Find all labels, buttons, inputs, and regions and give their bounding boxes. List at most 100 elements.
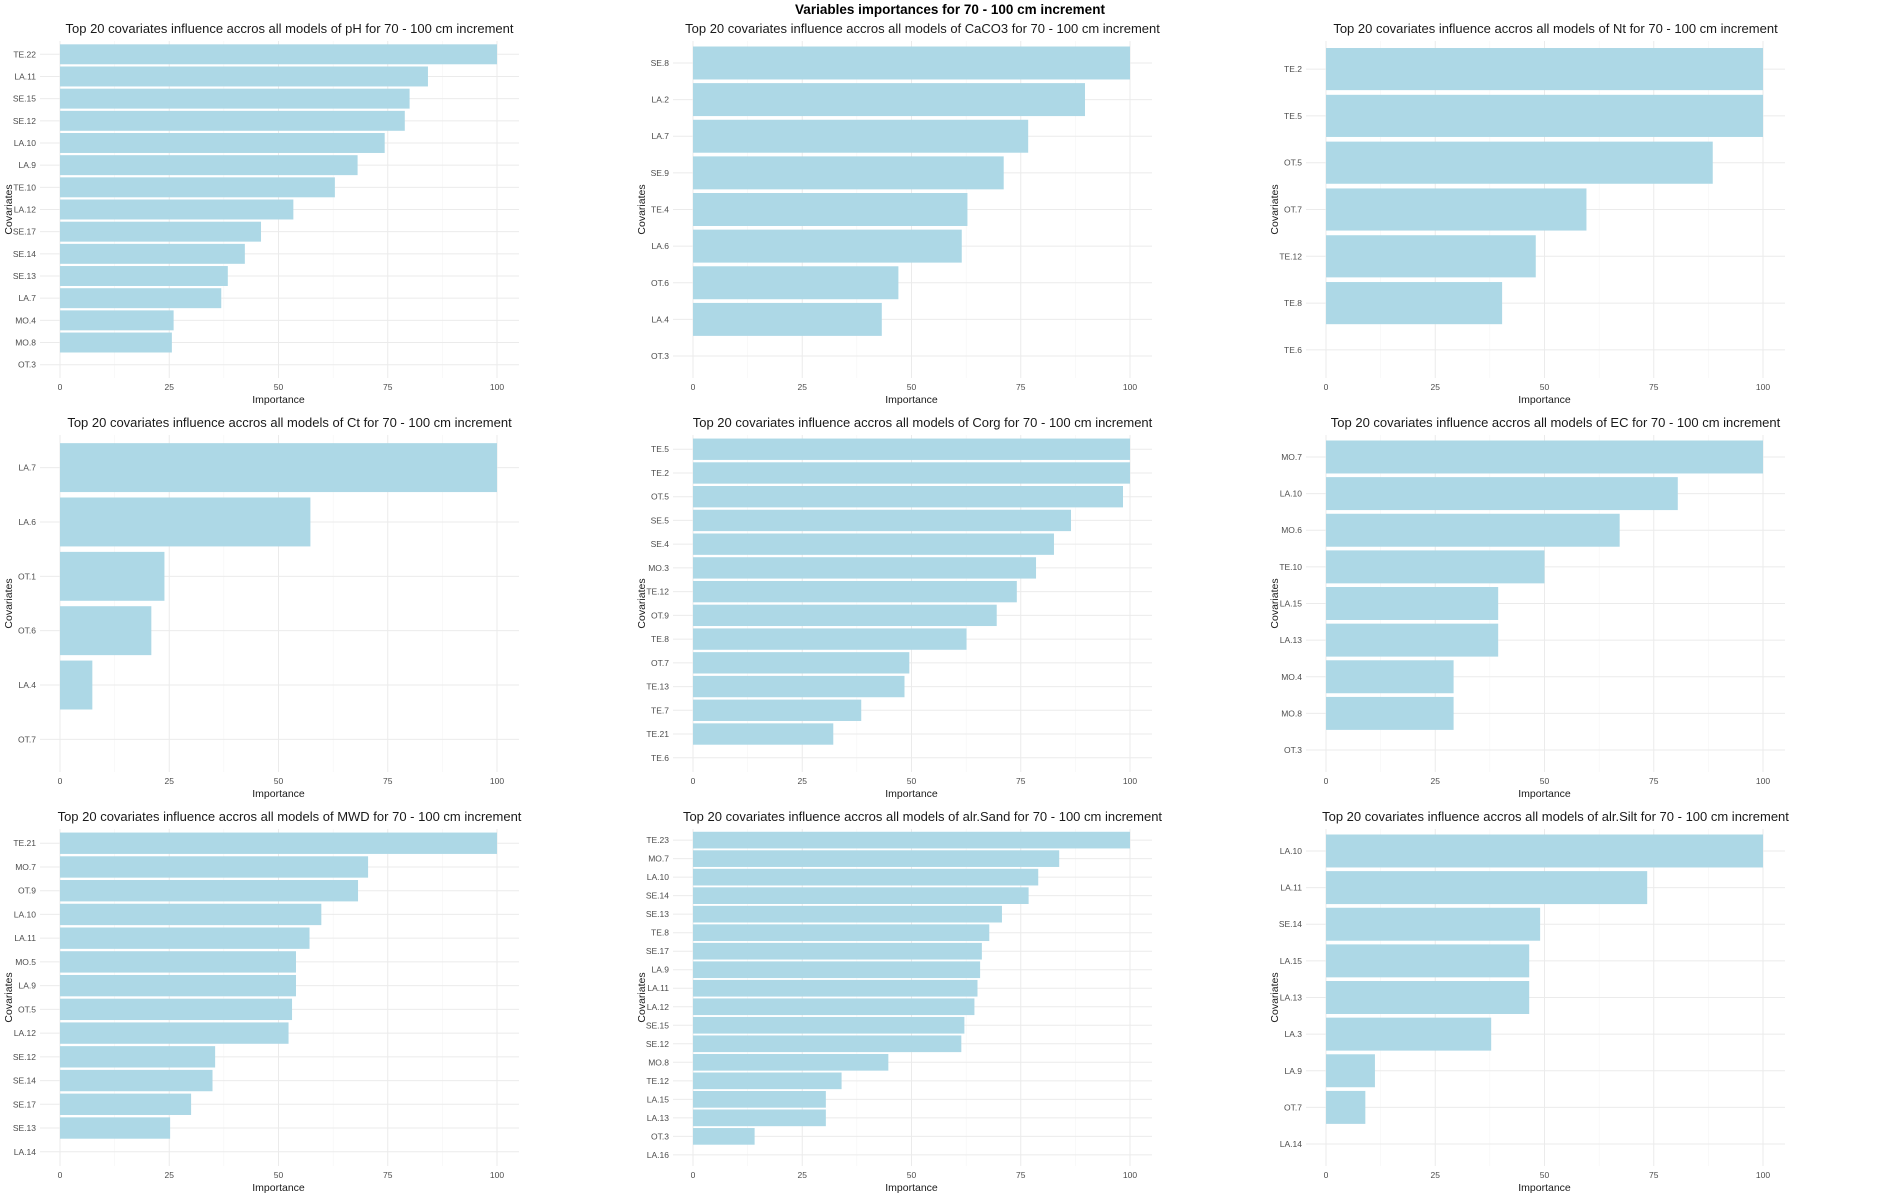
bar-SE.14 <box>1326 907 1541 941</box>
y-tick-label: LA.7 <box>19 463 37 473</box>
y-tick-label: OT.1 <box>18 571 36 581</box>
x-tick-label: 0 <box>1324 776 1329 786</box>
y-tick-label: MO.7 <box>1281 452 1302 462</box>
x-tick-label: 0 <box>1324 1170 1329 1180</box>
x-tick-label: 0 <box>58 382 63 392</box>
bar-LA.2 <box>693 83 1085 117</box>
bar-LA.11 <box>60 66 428 87</box>
y-tick-label: LA.11 <box>647 983 669 993</box>
x-axis-label: Importance <box>252 1182 305 1194</box>
x-tick-label: 75 <box>1649 1170 1659 1180</box>
panel-title: Top 20 covariates influence accros all m… <box>683 809 1162 824</box>
y-tick-label: TE.12 <box>646 1076 669 1086</box>
y-tick-label: LA.10 <box>1280 489 1302 499</box>
y-tick-label: LA.10 <box>14 138 36 148</box>
panel-title: Top 20 covariates influence accros all m… <box>1333 21 1778 36</box>
panel-title: Top 20 covariates influence accros all m… <box>58 809 522 824</box>
y-tick-label: TE.4 <box>651 205 669 215</box>
y-tick-label: TE.10 <box>13 182 36 192</box>
y-axis-label: Covariates <box>636 972 648 1022</box>
y-tick-label: SE.13 <box>13 1123 36 1133</box>
y-tick-label: OT.9 <box>651 610 669 620</box>
y-tick-label: OT.5 <box>1284 158 1302 168</box>
bar-SE.12 <box>693 1035 962 1053</box>
x-tick-label: 0 <box>691 382 696 392</box>
y-tick-label: TE.7 <box>651 705 669 715</box>
y-tick-label: LA.12 <box>14 1028 36 1038</box>
y-tick-label: OT.3 <box>1284 745 1302 755</box>
y-tick-label: TE.2 <box>651 468 669 478</box>
bar-SE.14 <box>693 887 1029 904</box>
bar-MO.8 <box>1326 696 1454 730</box>
panel-5: 0 25 50 75 100 TE.5 TE.2 OT.5 SE.5 SE.4 MO.3 TE.12 O… <box>636 415 1153 800</box>
y-tick-label: OT.5 <box>18 1004 36 1014</box>
bar-LA.11 <box>693 979 978 997</box>
bar-LA.7 <box>693 119 1029 153</box>
y-tick-label: TE.21 <box>13 838 36 848</box>
y-tick-label: LA.13 <box>1280 635 1302 645</box>
y-tick-label: LA.9 <box>19 981 37 991</box>
bar-SE.15 <box>693 1016 965 1034</box>
bar-MO.3 <box>693 557 1037 579</box>
y-axis-label: Covariates <box>1269 972 1281 1022</box>
bar-OT.7 <box>693 652 910 674</box>
x-axis-label: Importance <box>885 394 938 406</box>
bar-TE.12 <box>693 580 1017 603</box>
bar-MO.4 <box>1326 660 1454 694</box>
x-tick-label: 25 <box>798 776 808 786</box>
y-tick-label: OT.7 <box>651 658 669 668</box>
bar-TE.22 <box>60 44 497 65</box>
main-title: Variables importances for 70 - 100 cm in… <box>795 2 1105 17</box>
bar-TE.8 <box>693 628 967 650</box>
x-axis-label: Importance <box>1518 1182 1571 1194</box>
y-tick-label: TE.12 <box>1279 251 1302 261</box>
x-axis-label: Importance <box>1518 394 1571 406</box>
bar-TE.21 <box>693 723 834 745</box>
bar-TE.12 <box>693 1072 842 1090</box>
bar-SE.14 <box>60 1069 213 1092</box>
x-tick-label: 75 <box>383 1170 393 1180</box>
panel-2: 0 25 50 75 100 SE.8 LA.2 LA.7 SE.9 TE.4 LA.6 OT.6 LA… <box>636 21 1160 406</box>
x-tick-label: 50 <box>274 1170 284 1180</box>
y-tick-label: SE.9 <box>651 168 670 178</box>
x-tick-label: 25 <box>798 1170 808 1180</box>
bar-SE.13 <box>60 266 228 286</box>
bar-OT.5 <box>60 998 293 1021</box>
x-tick-label: 100 <box>490 382 504 392</box>
bar-LA.6 <box>60 497 311 547</box>
bar-LA.15 <box>1326 944 1530 978</box>
y-tick-label: LA.13 <box>1280 993 1302 1003</box>
bar-TE.23 <box>693 831 1130 849</box>
bar-OT.9 <box>693 604 997 627</box>
y-tick-label: LA.7 <box>652 131 670 141</box>
bar-LA.11 <box>60 927 310 949</box>
bar-LA.11 <box>1326 871 1648 905</box>
x-tick-label: 75 <box>1016 1170 1026 1180</box>
y-axis-label: Covariates <box>1269 578 1281 628</box>
y-tick-label: MO.7 <box>15 862 36 872</box>
bar-OT.3 <box>693 1128 755 1145</box>
y-tick-label: LA.9 <box>652 965 670 975</box>
panel-7: 0 25 50 75 100 TE.21 MO.7 OT.9 LA.10 LA.11 MO.5 LA.… <box>3 809 522 1194</box>
y-tick-label: SE.12 <box>13 1052 36 1062</box>
bar-LA.10 <box>693 868 1039 886</box>
bar-TE.2 <box>1326 48 1763 91</box>
x-axis-label: Importance <box>252 788 305 800</box>
bar-TE.10 <box>1326 550 1545 584</box>
bar-TE.8 <box>693 924 990 942</box>
y-tick-label: OT.6 <box>651 278 669 288</box>
bar-SE.5 <box>693 509 1072 532</box>
bar-SE.12 <box>60 110 405 131</box>
y-tick-label: OT.9 <box>18 886 36 896</box>
y-tick-label: MO.6 <box>1281 525 1302 535</box>
bar-MO.7 <box>693 850 1060 867</box>
y-axis-label: Covariates <box>636 578 648 628</box>
y-tick-label: LA.14 <box>14 1147 36 1157</box>
y-tick-label: SE.8 <box>651 58 670 68</box>
x-tick-label: 50 <box>274 776 284 786</box>
bar-TE.21 <box>60 832 497 854</box>
bar-SE.4 <box>693 533 1054 555</box>
x-tick-label: 0 <box>58 776 63 786</box>
x-tick-label: 50 <box>1540 1170 1550 1180</box>
y-tick-label: OT.5 <box>651 492 669 502</box>
